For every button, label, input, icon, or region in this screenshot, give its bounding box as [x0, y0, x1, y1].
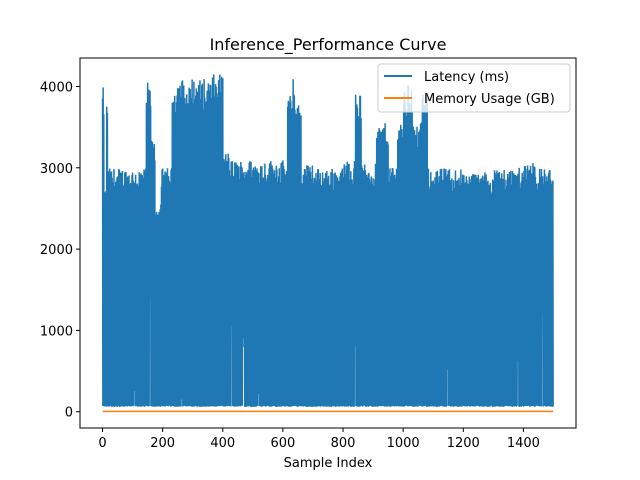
- plot-frame: [79, 57, 577, 429]
- x-tick-label: 600: [270, 436, 295, 451]
- y-tick-label: 2000: [40, 243, 73, 258]
- x-tick-label: 1000: [387, 436, 420, 451]
- x-tick-label: 800: [331, 436, 356, 451]
- legend-label-memory: Memory Usage (GB): [424, 92, 555, 107]
- chart-title: Inference_Performance Curve: [210, 35, 447, 55]
- x-tick-label: 1400: [507, 436, 540, 451]
- series-layer: [101, 74, 554, 413]
- x-axis: 0 200 400 600 800 1000 1200 1400: [98, 428, 540, 451]
- y-tick-label: 4000: [40, 80, 73, 95]
- y-tick-label: 0: [65, 406, 73, 421]
- legend-box: [377, 63, 571, 113]
- series-line-latency: [101, 74, 554, 407]
- legend-label-latency: Latency (ms): [424, 70, 509, 85]
- x-tick-label: 0: [98, 436, 106, 451]
- y-axis: 0 1000 2000 3000 4000: [40, 80, 80, 421]
- x-tick-label: 1200: [447, 436, 480, 451]
- y-tick-label: 3000: [40, 162, 73, 177]
- x-tick-label: 400: [210, 436, 235, 451]
- y-tick-label: 1000: [40, 324, 73, 339]
- x-tick-label: 200: [150, 436, 175, 451]
- x-axis-label: Sample Index: [284, 456, 373, 471]
- plot-area: [79, 57, 577, 429]
- legend[interactable]: Latency (ms) Memory Usage (GB): [377, 63, 571, 113]
